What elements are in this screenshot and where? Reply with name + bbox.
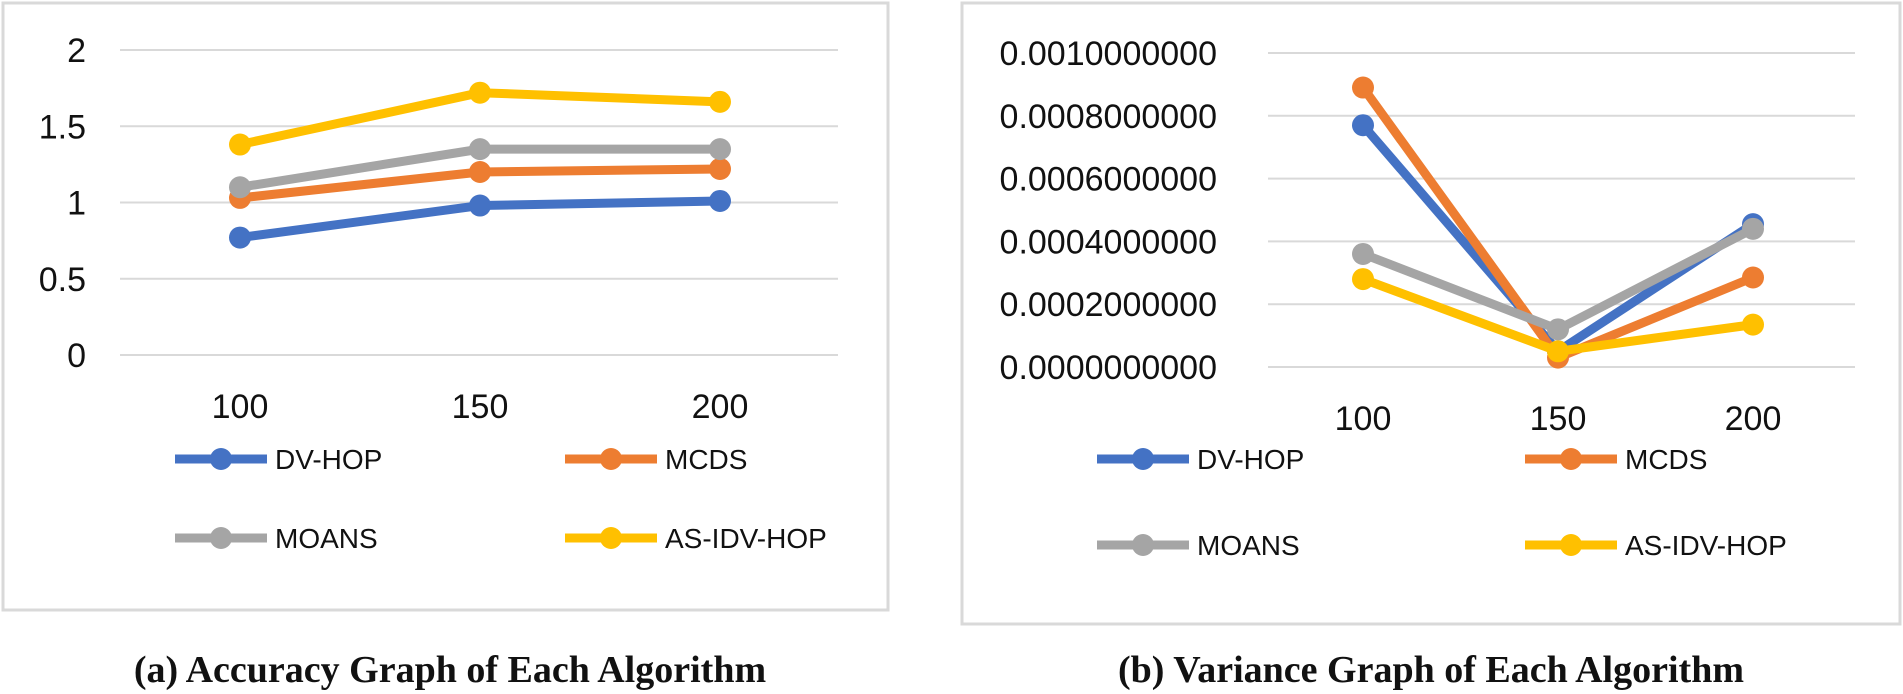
series-line-mcds <box>1358 83 1758 363</box>
data-point-moans <box>229 176 251 199</box>
data-point-mcds <box>709 157 731 180</box>
data-point-as-idv-hop <box>229 133 251 156</box>
legend-swatch-marker <box>1560 448 1582 470</box>
legend-item-as-idv-hop: AS-IDV-HOP <box>565 523 827 554</box>
legend-label: MCDS <box>665 444 747 475</box>
legend-swatch-marker <box>1132 448 1154 470</box>
legend-swatch-marker <box>210 527 232 549</box>
y-tick-label: 1.5 <box>39 108 86 146</box>
legend-label: MOANS <box>1197 530 1300 561</box>
data-point-mcds <box>1742 266 1764 289</box>
legend-item-as-idv-hop: AS-IDV-HOP <box>1525 530 1787 561</box>
data-point-dv-hop <box>1352 114 1374 137</box>
accuracy-chart-panel: 0 0.5 1 1.5 2 100 150 200 DV-HOP MCDS MOANS AS-IDV-… <box>1 1 890 691</box>
legend-item-dv-hop: DV-HOP <box>175 444 382 475</box>
y-tick-label: 0.0006000000 <box>1000 161 1217 199</box>
data-point-moans <box>709 138 731 161</box>
data-point-moans <box>1742 217 1764 240</box>
x-tick-label: 100 <box>1335 400 1392 438</box>
accuracy-chart-frame <box>1 1 890 612</box>
legend-swatch-marker <box>600 448 622 470</box>
x-tick-label: 150 <box>1530 400 1587 438</box>
data-point-dv-hop <box>469 194 491 217</box>
accuracy-chart-caption: (a) Accuracy Graph of Each Algorithm <box>134 649 766 691</box>
series-line-dv-hop <box>1358 120 1758 356</box>
y-tick-label: 0 <box>67 337 86 375</box>
data-point-as-idv-hop <box>469 81 491 104</box>
legend-swatch-marker <box>210 448 232 470</box>
legend-label: AS-IDV-HOP <box>1625 530 1787 561</box>
data-point-moans <box>1352 242 1374 265</box>
y-tick-label: 0.5 <box>39 261 86 299</box>
legend-label: DV-HOP <box>1197 444 1304 475</box>
y-tick-label: 0.0008000000 <box>1000 98 1217 136</box>
y-tick-label: 0.0002000000 <box>1000 286 1217 324</box>
y-tick-label: 0.0004000000 <box>1000 223 1217 261</box>
legend-item-dv-hop: DV-HOP <box>1097 444 1304 475</box>
data-point-as-idv-hop <box>1547 340 1569 363</box>
x-tick-label: 200 <box>692 388 749 426</box>
data-point-dv-hop <box>709 189 731 212</box>
legend-item-moans: MOANS <box>1097 530 1300 561</box>
series-line-moans <box>1358 224 1758 334</box>
legend-label: MCDS <box>1625 444 1707 475</box>
x-tick-label: 200 <box>1725 400 1782 438</box>
legend-swatch-marker <box>1560 534 1582 556</box>
legend-swatch-marker <box>1132 534 1154 556</box>
y-tick-label: 1 <box>67 185 86 223</box>
x-tick-label: 100 <box>212 388 269 426</box>
y-tick-label: 0.0000000000 <box>1000 349 1217 387</box>
legend-label: DV-HOP <box>275 444 382 475</box>
x-tick-label: 150 <box>452 388 509 426</box>
legend-item-mcds: MCDS <box>1525 444 1707 475</box>
variance-chart-frame <box>960 1 1902 626</box>
data-point-as-idv-hop <box>1742 313 1764 336</box>
variance-chart-panel: 0.0000000000 0.0002000000 0.0004000000 0.00… <box>960 1 1902 691</box>
y-tick-label: 0.0010000000 <box>1000 35 1217 73</box>
legend-item-mcds: MCDS <box>565 444 747 475</box>
legend-item-moans: MOANS <box>175 523 378 554</box>
legend-swatch-marker <box>600 527 622 549</box>
data-point-moans <box>469 138 491 161</box>
data-point-mcds <box>1352 76 1374 99</box>
y-tick-label: 2 <box>67 32 86 70</box>
legend-label: AS-IDV-HOP <box>665 523 827 554</box>
variance-chart-caption: (b) Variance Graph of Each Algorithm <box>1118 649 1744 691</box>
legend-label: MOANS <box>275 523 378 554</box>
data-point-dv-hop <box>229 226 251 249</box>
data-point-as-idv-hop <box>1352 268 1374 291</box>
data-point-mcds <box>469 161 491 183</box>
data-point-as-idv-hop <box>709 90 731 113</box>
data-point-moans <box>1547 318 1569 341</box>
